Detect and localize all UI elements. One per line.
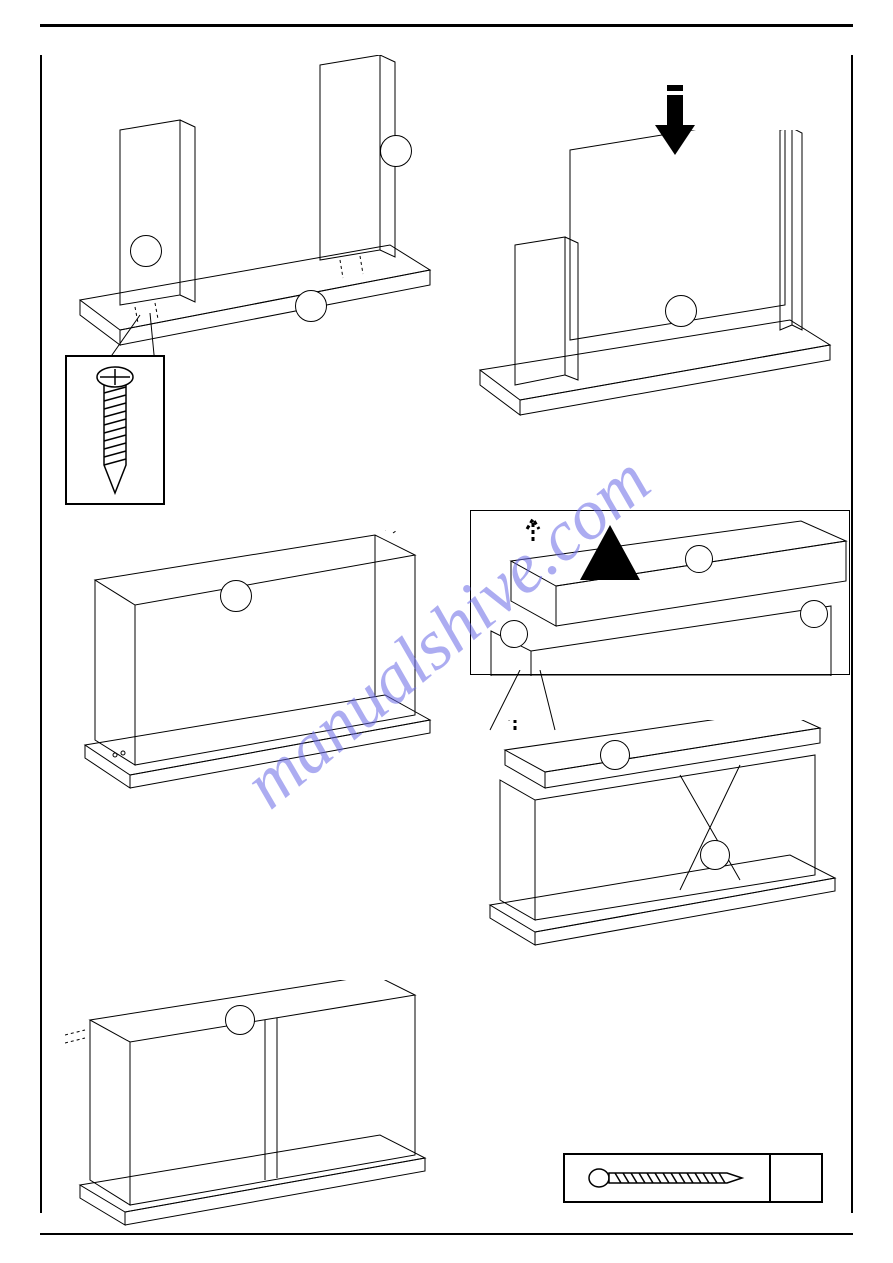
step4-detail-marker-a: [500, 620, 528, 648]
warning-triangle-icon: [580, 525, 640, 580]
step4-main-marker-a: [600, 740, 630, 770]
step3-marker: [220, 580, 252, 612]
step2-marker: [665, 295, 697, 327]
right-rule: [851, 55, 853, 1213]
step1-marker-a: [130, 235, 162, 267]
screw-legend-icon: [587, 1164, 747, 1192]
arrow-down-icon: [655, 85, 695, 155]
screw-detail-box: [65, 355, 165, 505]
step1-marker-c: [295, 290, 327, 322]
step4-detail-svg: [471, 511, 851, 676]
step4-detail-inset: [470, 510, 850, 675]
left-rule: [40, 55, 42, 1213]
step1-marker-b: [380, 135, 412, 167]
step4-main: [480, 720, 850, 970]
step5-diagram: [65, 980, 445, 1240]
parts-legend-qty: [771, 1155, 821, 1201]
step3-diagram: [75, 530, 445, 810]
step5-marker: [225, 1005, 255, 1035]
step2-diagram: [470, 130, 850, 440]
parts-legend-item: [565, 1155, 771, 1201]
step4-main-marker-b: [700, 840, 730, 870]
step4-detail-marker-b: [685, 545, 713, 573]
step4-detail-marker-c: [800, 600, 828, 628]
parts-legend: [563, 1153, 823, 1203]
step1-diagram: [60, 55, 450, 395]
screw-icon: [90, 365, 140, 495]
top-rule: [40, 24, 853, 27]
